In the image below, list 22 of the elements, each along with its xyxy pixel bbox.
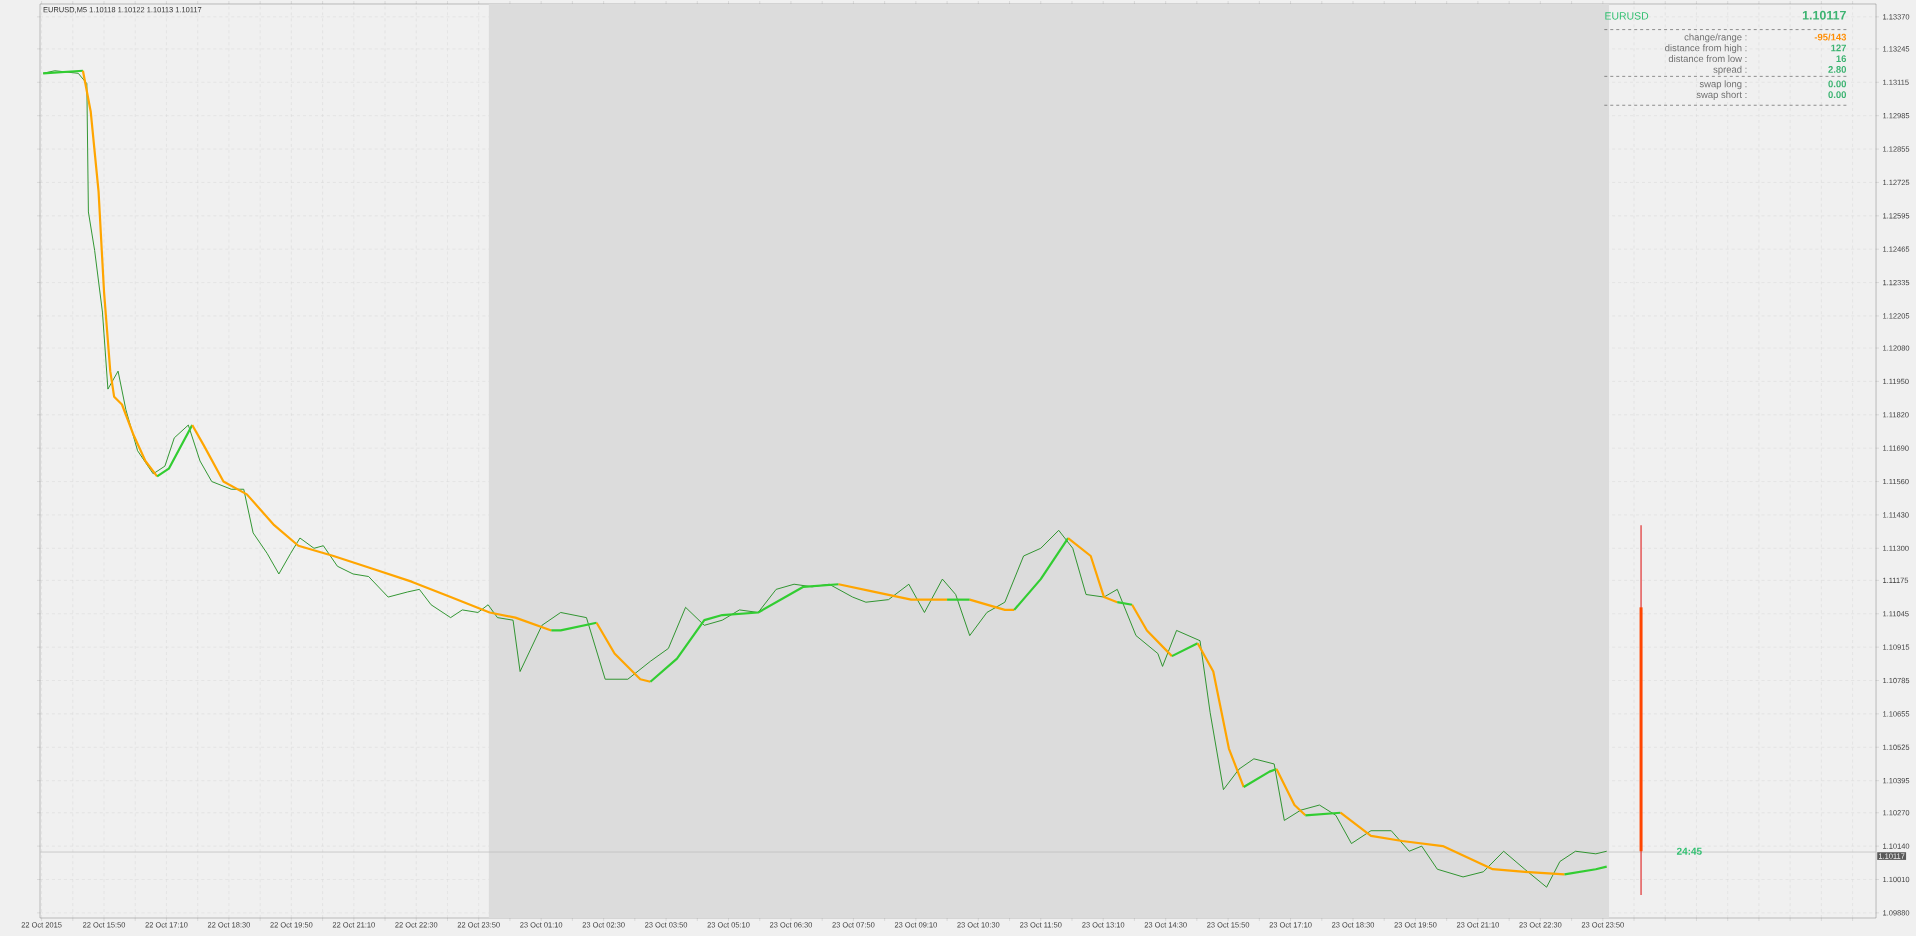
- annotation: change/range :: [1684, 33, 1747, 43]
- line-series: [649, 583, 840, 683]
- annotation: 2.80: [1828, 66, 1847, 73]
- annotation: distance from low :: [1668, 55, 1747, 63]
- line-series: [191, 423, 553, 632]
- annotation: spread :: [1713, 65, 1747, 75]
- line-series: [1066, 536, 1119, 604]
- annotation: distance from high :: [1665, 44, 1747, 54]
- line-series: [1196, 642, 1245, 789]
- annotation: 1.10117: [1802, 10, 1846, 20]
- annotation: -95/143: [1814, 33, 1847, 41]
- annotation: EURUSD: [1605, 12, 1649, 20]
- annotation: 127: [1831, 44, 1847, 52]
- annotation: 0.00: [1828, 91, 1847, 99]
- line-series: [81, 69, 159, 478]
- line-series: [1339, 811, 1566, 876]
- annotation: swap short :: [1696, 91, 1747, 100]
- annotation: swap long :: [1699, 80, 1747, 90]
- annotation: 16: [1836, 55, 1847, 63]
- annotation: 0.00: [1828, 80, 1847, 88]
- line-series: [595, 621, 652, 683]
- annotation: 24:45: [1676, 847, 1702, 855]
